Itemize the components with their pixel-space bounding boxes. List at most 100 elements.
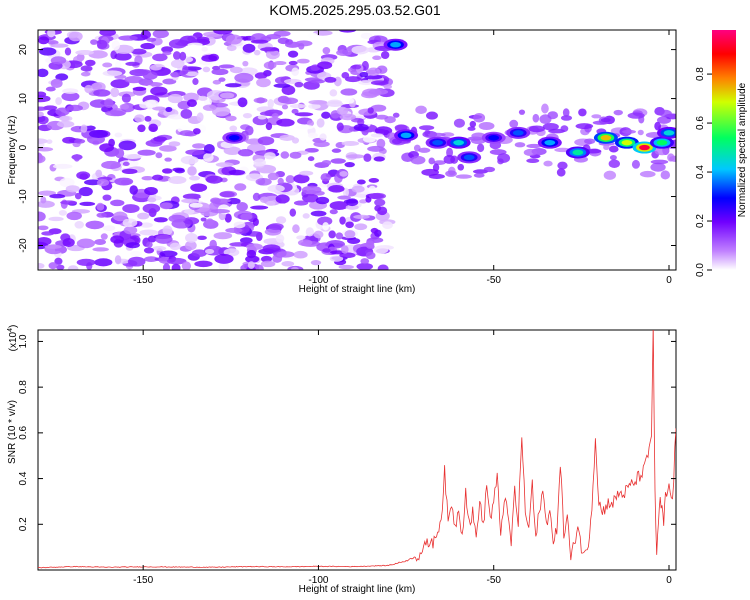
noise-blob xyxy=(180,108,193,119)
noise-blob xyxy=(370,80,389,86)
band-blob xyxy=(445,170,457,177)
noise-blob xyxy=(129,185,138,195)
noise-blob xyxy=(110,87,120,98)
snr-frame xyxy=(37,329,677,571)
noise-blob xyxy=(55,73,69,81)
noise-blob xyxy=(253,158,266,167)
noise-blob xyxy=(338,264,355,270)
noise-blob xyxy=(143,247,155,254)
band-blob xyxy=(392,112,400,118)
band-blob xyxy=(639,170,656,178)
noise-blob xyxy=(139,229,159,236)
noise-blob xyxy=(267,184,285,193)
noise-blob xyxy=(105,110,126,117)
noise-blob xyxy=(110,79,130,89)
noise-blob xyxy=(152,246,167,251)
noise-blob xyxy=(279,134,295,141)
noise-blob xyxy=(201,46,208,52)
noise-blob xyxy=(164,157,172,162)
noise-blob xyxy=(38,211,46,222)
noise-blob xyxy=(38,106,49,111)
spectrogram-y-ticks: -20 -10 0 10 20 xyxy=(18,44,676,253)
noise-blob xyxy=(273,61,287,66)
noise-blob xyxy=(296,58,310,64)
noise-blob xyxy=(205,175,223,184)
colorbar-tick-label: 0.2 xyxy=(695,214,706,228)
noise-blob xyxy=(252,218,259,226)
noise-blob xyxy=(137,212,150,220)
noise-blob xyxy=(380,51,390,60)
noise-blob xyxy=(38,262,45,269)
ridge-point xyxy=(400,132,412,139)
band-blob xyxy=(386,132,397,140)
noise-blob xyxy=(374,198,386,207)
noise-blob xyxy=(253,49,261,56)
noise-blob xyxy=(94,238,106,246)
noise-blob xyxy=(367,67,381,76)
noise-blob xyxy=(76,258,96,267)
x-tick-label: 0 xyxy=(666,275,672,286)
colorbar: 0.0 0.2 0.4 0.6 0.8 Normalized spectral ampl… xyxy=(695,30,748,277)
noise-blob xyxy=(253,97,268,104)
noise-blob xyxy=(228,169,246,176)
noise-blob xyxy=(97,178,110,187)
noise-blob xyxy=(38,147,54,152)
noise-blob xyxy=(225,115,237,122)
noise-blob xyxy=(152,174,164,181)
noise-blob xyxy=(247,261,255,269)
snr-y-multiplier: (x104) xyxy=(7,325,19,352)
noise-blob xyxy=(356,262,373,270)
band-blob xyxy=(467,126,476,131)
noise-blob xyxy=(127,256,146,267)
noise-blob xyxy=(310,210,327,217)
noise-blob xyxy=(122,204,140,213)
noise-blob xyxy=(196,112,204,122)
noise-blob xyxy=(110,235,124,244)
noise-blob xyxy=(102,225,116,232)
noise-blob xyxy=(159,202,173,210)
noise-blob xyxy=(377,264,389,270)
noise-blob xyxy=(330,158,346,164)
noise-blob xyxy=(66,211,82,221)
band-blob xyxy=(667,153,675,162)
noise-blob xyxy=(55,107,70,116)
noise-blob xyxy=(62,238,75,247)
x-tick-label: -100 xyxy=(308,275,328,286)
noise-blob xyxy=(201,54,218,62)
noise-blob xyxy=(305,227,314,237)
noise-blob xyxy=(170,71,181,78)
noise-blob xyxy=(382,221,393,230)
noise-blob xyxy=(38,190,57,196)
noise-blob xyxy=(360,258,370,265)
noise-blob xyxy=(218,262,230,270)
band-blob xyxy=(418,125,435,131)
noise-blob xyxy=(329,209,338,215)
noise-blob xyxy=(322,248,331,253)
noise-blob xyxy=(121,93,131,103)
band-blob xyxy=(556,168,566,177)
noise-blob xyxy=(67,265,79,270)
noise-blob xyxy=(162,51,172,56)
noise-blob xyxy=(167,114,185,120)
noise-blob xyxy=(370,227,379,234)
snr-y-ticks: 0.2 0.4 0.6 0.8 1.0 xyxy=(18,334,676,531)
noise-blob xyxy=(60,200,78,205)
noise-blob xyxy=(234,72,254,83)
noise-blob xyxy=(125,61,140,66)
y-tick-label: 0.2 xyxy=(18,517,29,531)
noise-blob xyxy=(58,209,68,216)
noise-blob xyxy=(335,232,344,240)
band-blob xyxy=(528,125,546,133)
noise-blob xyxy=(202,66,211,73)
noise-blob xyxy=(38,153,43,163)
noise-blob xyxy=(187,166,197,176)
x-tick-label: 0 xyxy=(666,575,672,586)
noise-blob xyxy=(142,203,161,214)
noise-blob xyxy=(359,71,369,78)
noise-blob xyxy=(361,60,369,71)
ridge-point xyxy=(639,144,650,151)
noise-blob xyxy=(162,225,173,236)
noise-blob xyxy=(204,248,215,254)
noise-blob xyxy=(153,136,167,142)
noise-blob xyxy=(56,264,65,270)
